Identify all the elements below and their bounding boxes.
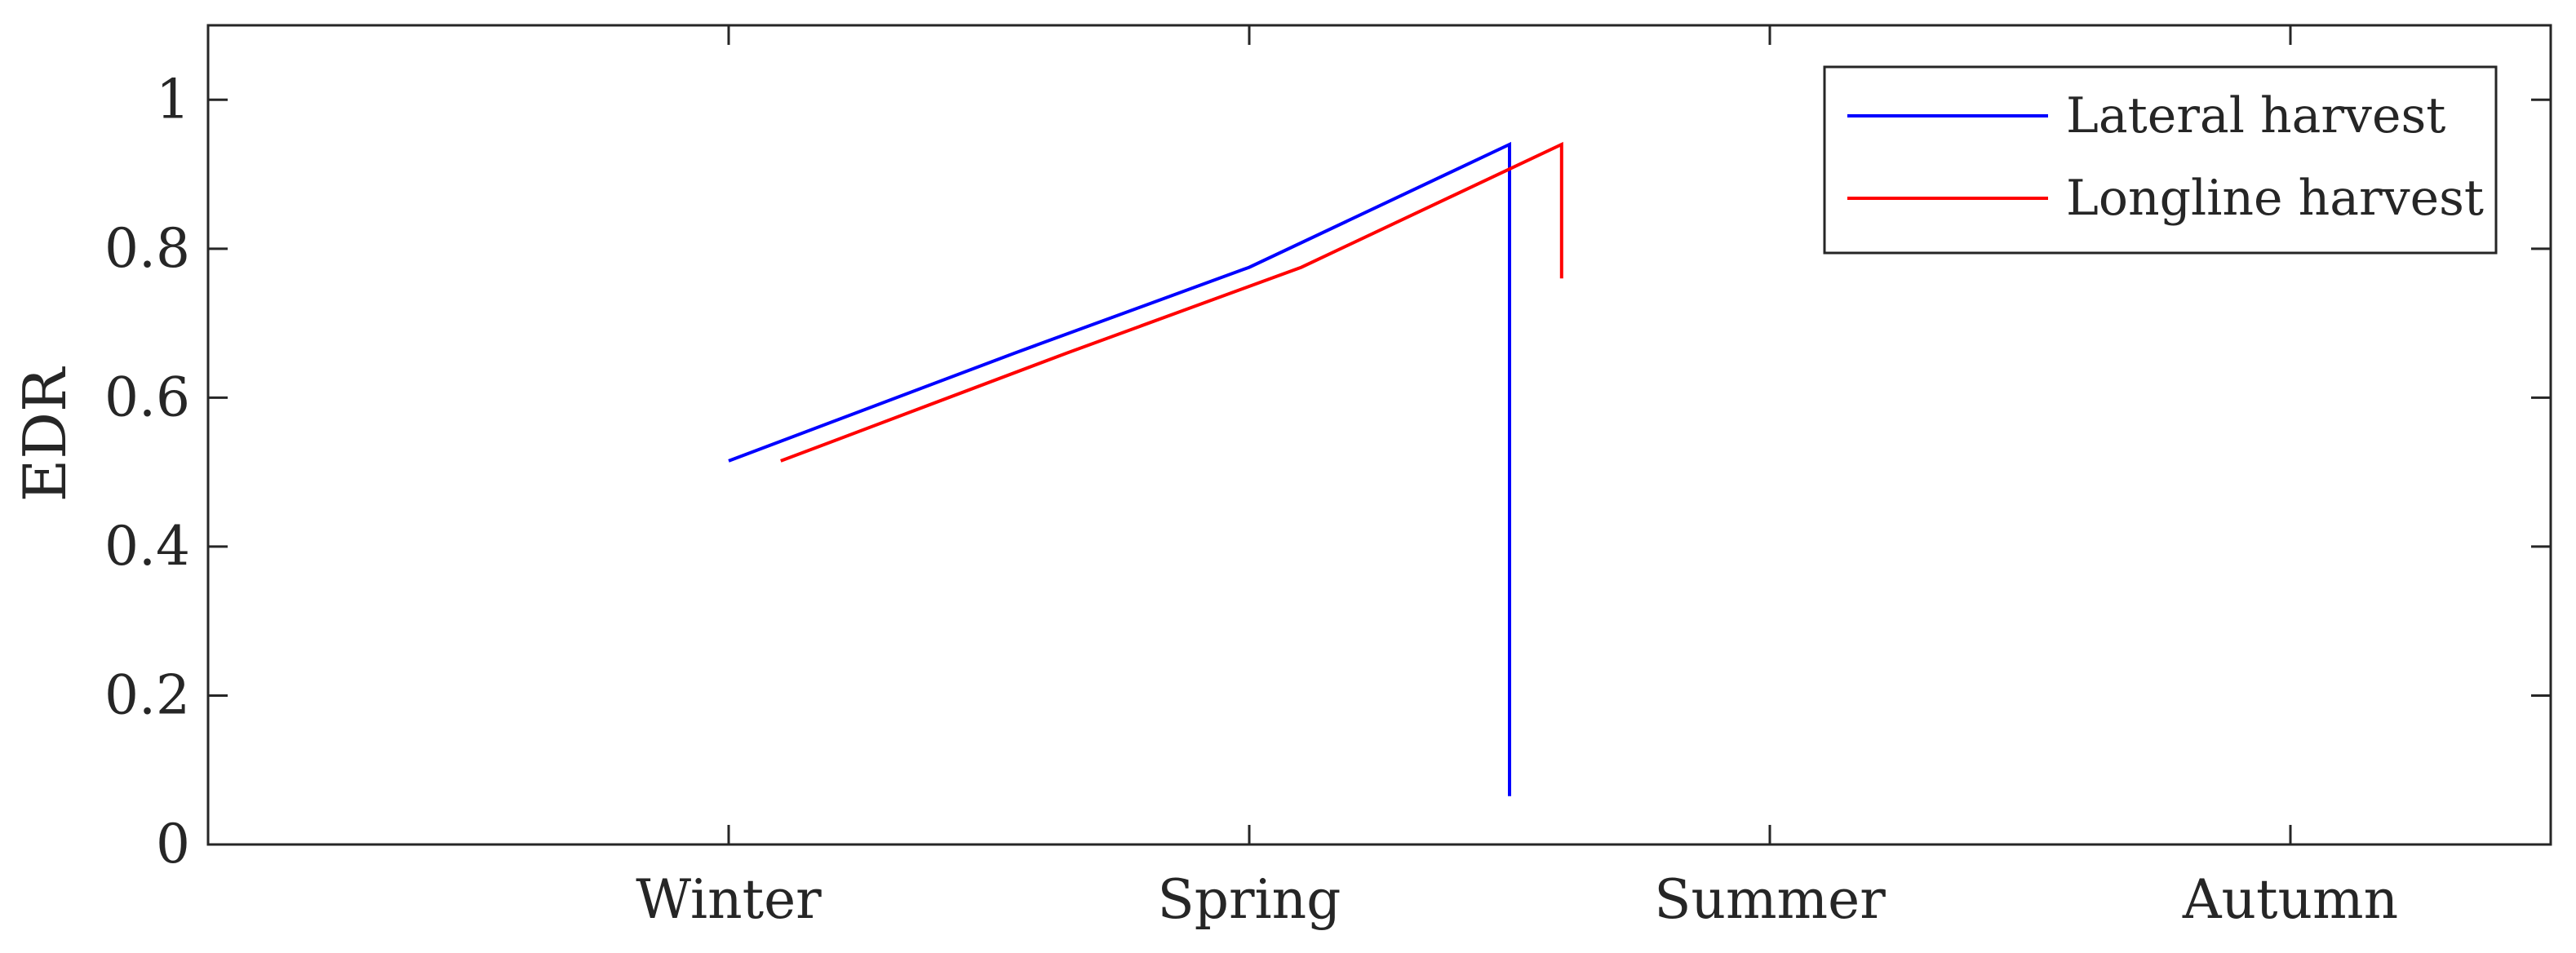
legend-entry-label: Longline harvest [2066,170,2484,227]
legend-entry-label: Lateral harvest [2066,87,2445,144]
y-tick-label: 0.6 [104,366,190,428]
y-tick-label: 0.2 [104,663,190,726]
y-tick-label: 0 [156,813,190,875]
legend: Lateral harvest Longline harvest [1823,65,2498,255]
series-line [780,141,1563,463]
x-tick-label: Autumn [2182,868,2398,931]
x-tick-label: Spring [1158,868,1341,931]
series-line [728,141,1511,796]
series-layer [728,141,1563,796]
y-tick-label: 0.4 [104,515,190,578]
x-tick-label: Summer [1654,868,1886,931]
y-axis-label: EDR [11,366,79,502]
x-tick-label: Winter [636,868,822,931]
legend-box [1823,65,2498,255]
y-tick-label: 1 [156,68,190,131]
y-tick-label: 0.8 [104,217,190,280]
ticks-layer: 0 0.2 0.4 0.6 0.8 1 Winter Spring Summer Autumn [104,25,2551,931]
axes-box [206,24,2552,846]
